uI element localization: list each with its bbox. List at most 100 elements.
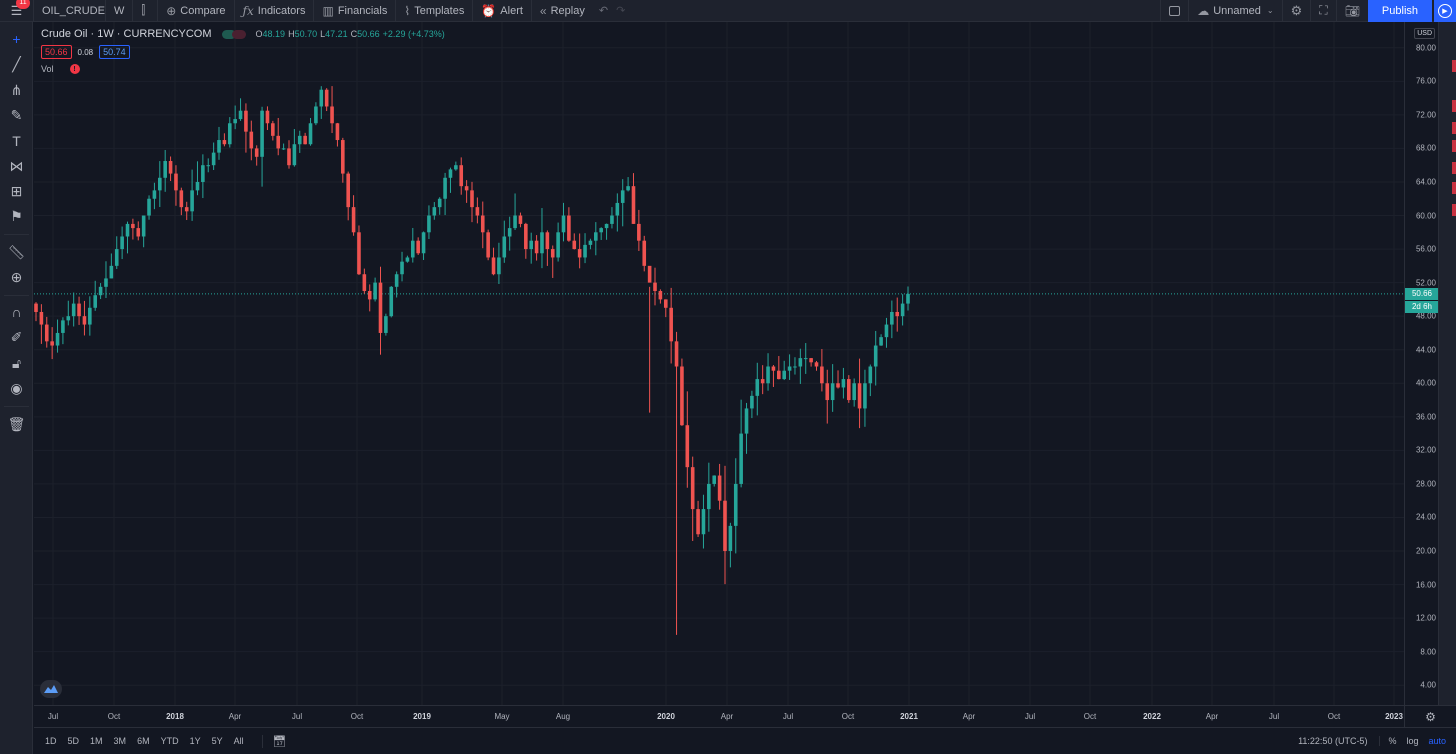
alert-marker: [1452, 100, 1456, 112]
volume-label[interactable]: Vol: [41, 64, 54, 74]
candle-body: [405, 257, 410, 262]
candle-body: [98, 286, 103, 296]
range-button-ytd[interactable]: YTD: [160, 736, 179, 746]
candle-body: [502, 236, 507, 258]
candle-body: [798, 358, 803, 367]
compare-button[interactable]: ⊕ Compare: [158, 0, 235, 22]
drawing-toolbar: + ╱ ⋔ ✎ T ⋈ ⊞ ⚑ 📏︎ ⊕ ∩ ✐ 🔓︎ ◉ 🗑︎: [0, 22, 33, 754]
candle-body: [335, 123, 340, 141]
log-toggle[interactable]: log: [1406, 736, 1419, 746]
clock[interactable]: 11:22:50 (UTC-5): [1298, 736, 1368, 746]
candle-body: [158, 177, 162, 191]
indicators-button[interactable]: ƒx Indicators: [235, 0, 315, 22]
sell-price-button[interactable]: 50.66: [41, 45, 72, 59]
candle-body: [707, 483, 711, 510]
candle-body: [803, 358, 808, 360]
candle-body: [760, 379, 765, 384]
range-button-6m[interactable]: 6M: [137, 736, 150, 746]
financials-button[interactable]: ▥ Financials: [314, 0, 397, 22]
candle-body: [174, 173, 178, 191]
range-button-1d[interactable]: 1D: [45, 736, 57, 746]
candle-body: [44, 324, 49, 342]
current-price-label: 50.66: [1405, 287, 1439, 300]
candle-body: [254, 148, 259, 157]
candle-body: [416, 240, 420, 254]
time-tick: Jul: [47, 712, 59, 721]
replay-button[interactable]: « Replay ↶ ↷: [532, 0, 633, 22]
lock-icon[interactable]: 🔓︎: [11, 354, 22, 371]
main-menu-button[interactable]: ☰ 11: [0, 0, 34, 22]
undo-icon[interactable]: ↶: [598, 5, 609, 17]
range-button-3m[interactable]: 3M: [113, 736, 127, 746]
templates-icon: ⌇: [404, 3, 411, 18]
percent-toggle[interactable]: %: [1379, 736, 1396, 746]
publish-button[interactable]: Publish: [1367, 0, 1432, 22]
ruler-icon[interactable]: 📏︎: [7, 243, 26, 260]
price-tick: 28.00: [1415, 479, 1436, 489]
range-button-5y[interactable]: 5Y: [211, 736, 223, 746]
trash-icon[interactable]: 🗑︎: [7, 415, 26, 432]
magnet-icon[interactable]: ∩: [11, 304, 22, 320]
chart-style-button[interactable]: ⫿: [133, 0, 159, 22]
replay-play-button[interactable]: ▶: [1434, 0, 1456, 22]
brush-icon[interactable]: ✎: [10, 106, 23, 123]
candle-body: [271, 123, 275, 136]
candle-body: [647, 265, 652, 283]
layout-select-button[interactable]: [1160, 0, 1190, 22]
alert-marker: [1452, 182, 1456, 194]
candle-body: [249, 131, 254, 149]
range-button-5d[interactable]: 5D: [67, 736, 80, 746]
range-button-1m[interactable]: 1M: [90, 736, 103, 746]
icons-icon[interactable]: ⚑: [10, 207, 23, 224]
alert-button[interactable]: ⏰ Alert: [473, 0, 532, 22]
candle-body: [733, 483, 738, 526]
trend-line-icon[interactable]: ╱: [12, 55, 21, 72]
spread-value: 0.08: [77, 47, 94, 57]
calendar-icon[interactable]: 📅︎: [261, 734, 287, 748]
time-tick: Oct: [350, 712, 364, 721]
crosshair-icon[interactable]: +: [12, 31, 21, 47]
zoom-icon[interactable]: ⊕: [10, 268, 23, 285]
interval-button[interactable]: W: [106, 0, 134, 22]
buy-price-button[interactable]: 50.74: [99, 45, 130, 59]
templates-button[interactable]: ⌇ Templates: [396, 0, 474, 22]
time-tick: 2018: [166, 712, 184, 721]
axis-settings-button[interactable]: ⚙: [1404, 705, 1456, 727]
save-layout-button[interactable]: ☁ Unnamed ⌄: [1189, 0, 1283, 22]
candle-body: [701, 509, 706, 535]
candle-body: [71, 303, 76, 317]
tradingview-logo-icon[interactable]: [40, 680, 62, 698]
price-tick: 60.00: [1415, 211, 1436, 221]
settings-button[interactable]: ⚙: [1283, 0, 1312, 22]
redo-icon[interactable]: ↷: [616, 5, 626, 17]
price-axis[interactable]: 4.00 8.00 12.00 16.00 20.00 24.00 28.00 32.00 36…: [1404, 22, 1439, 705]
price-tick: 68.00: [1415, 143, 1436, 153]
symbol-title[interactable]: Crude Oil · 1W · CURRENCYCOM: [41, 28, 212, 40]
pattern-icon[interactable]: ⋈: [9, 157, 24, 174]
lock-drawing-icon[interactable]: ✐: [10, 328, 23, 345]
fullscreen-button[interactable]: ⛶: [1311, 0, 1337, 22]
candle-body: [830, 383, 835, 401]
text-icon[interactable]: T: [12, 133, 21, 149]
candle-body: [809, 358, 813, 363]
prediction-icon[interactable]: ⊞: [10, 182, 23, 199]
price-chart[interactable]: [34, 22, 1404, 705]
candle-body: [507, 228, 512, 237]
time-axis[interactable]: Jul Oct 2018 Apr Jul Oct 2019 May Aug 2020 Apr Jul O…: [34, 705, 1404, 727]
price-tick: 52.00: [1415, 278, 1436, 288]
eye-icon[interactable]: ◉: [10, 379, 23, 396]
candle-body: [739, 433, 743, 484]
candle-body: [620, 190, 625, 203]
candle-body: [233, 119, 237, 124]
candle-body: [642, 240, 647, 266]
snapshot-button[interactable]: 📷︎: [1337, 0, 1368, 22]
warning-icon[interactable]: !: [69, 64, 80, 74]
auto-scale-toggle[interactable]: auto: [1428, 736, 1446, 746]
currency-badge[interactable]: USD: [1414, 28, 1435, 39]
range-button-all[interactable]: All: [233, 736, 244, 746]
candle-body: [680, 366, 684, 426]
symbol-search-button[interactable]: OIL_CRUDE: [34, 0, 106, 22]
range-button-1y[interactable]: 1Y: [189, 736, 201, 746]
pitchfork-icon[interactable]: ⋔: [10, 81, 23, 98]
alert-marker: [1452, 122, 1456, 134]
